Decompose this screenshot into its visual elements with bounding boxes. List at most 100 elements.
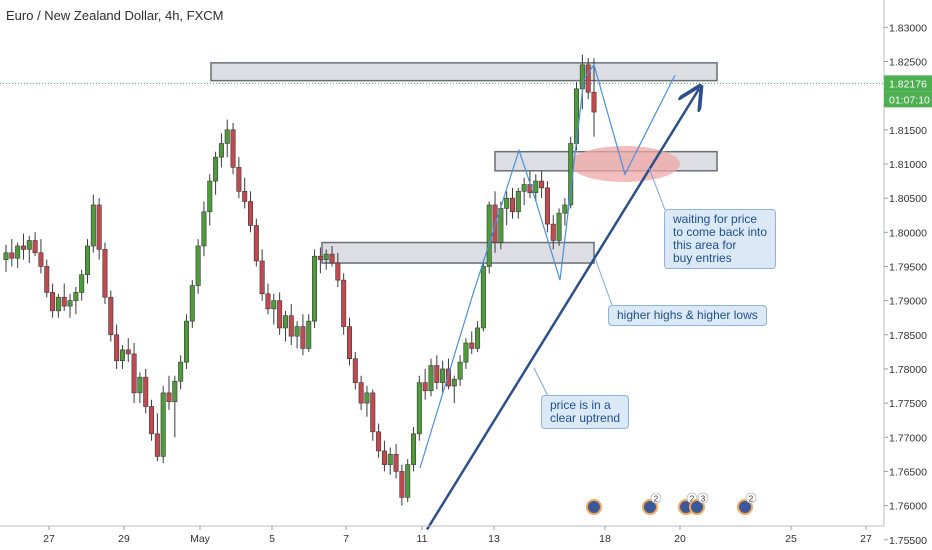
event-count-label: 2 xyxy=(749,495,754,504)
candle-up xyxy=(480,266,486,329)
candle-down xyxy=(108,296,114,336)
candle-up xyxy=(224,129,230,144)
candle-up xyxy=(189,285,195,322)
candle-up xyxy=(79,274,85,293)
candle-up xyxy=(312,255,318,322)
candle-down xyxy=(370,392,376,433)
event-count-badge xyxy=(697,492,709,504)
candle-down xyxy=(288,315,294,337)
y-tick-label: 1.80500 xyxy=(889,193,927,205)
candle-down xyxy=(329,253,335,264)
candle-up xyxy=(15,245,21,259)
y-tick-label: 1.78000 xyxy=(889,364,927,376)
candle-up xyxy=(463,342,469,363)
candle-up xyxy=(183,320,189,363)
event-count-badge xyxy=(650,492,662,504)
candle-up xyxy=(451,378,457,387)
event-flag-icon xyxy=(586,499,602,515)
callout-higher-highs: higher highs & higher lows xyxy=(608,305,767,326)
y-tick-label: 1.83000 xyxy=(889,22,927,34)
candle-down xyxy=(149,406,155,435)
candle-up xyxy=(521,184,527,192)
candle-down xyxy=(230,129,236,168)
candle-up xyxy=(411,433,417,465)
x-tick-label: 25 xyxy=(785,533,797,545)
pointer-line xyxy=(533,367,549,397)
candle-down xyxy=(44,266,50,293)
candle-down xyxy=(335,262,341,281)
candle-up xyxy=(294,326,300,337)
candle-down xyxy=(434,365,440,383)
candle-down xyxy=(341,279,347,327)
candle-up xyxy=(574,88,580,144)
event-count-badge xyxy=(745,492,757,504)
y-tick-label: 1.78500 xyxy=(889,330,927,342)
event-flag-icon xyxy=(689,499,705,515)
candle-down xyxy=(9,252,15,259)
countdown-label: 01:07:10 xyxy=(889,94,930,106)
candle-up xyxy=(504,197,510,209)
candle-up xyxy=(323,253,329,260)
candle-down xyxy=(469,342,475,349)
candle-up xyxy=(195,245,201,286)
candle-up xyxy=(428,365,434,392)
pointer-line xyxy=(594,257,613,306)
candle-up xyxy=(416,382,422,435)
candle-down xyxy=(585,64,591,93)
candle-up xyxy=(271,300,277,310)
candle-down xyxy=(32,240,38,254)
pointer-line xyxy=(648,167,666,211)
candle-up xyxy=(457,361,463,380)
candle-up xyxy=(26,240,32,250)
event-flag-icon xyxy=(642,499,658,515)
candle-down xyxy=(236,167,242,192)
candle-up xyxy=(486,204,492,267)
candle-down xyxy=(277,300,283,329)
candle-up xyxy=(562,204,568,214)
x-tick-label: 27 xyxy=(43,533,55,545)
zigzag-projection xyxy=(419,63,676,469)
y-tick-label: 1.79000 xyxy=(889,296,927,308)
candle-up xyxy=(579,64,585,90)
candle-up xyxy=(207,180,213,213)
candle-down xyxy=(399,471,405,498)
chart-title: Euro / New Zealand Dollar, 4h, FXCM xyxy=(6,8,224,23)
x-tick-label: May xyxy=(190,533,211,545)
candle-down xyxy=(114,334,120,362)
candle-down xyxy=(358,382,364,404)
candle-down xyxy=(38,252,44,267)
candle-down xyxy=(50,292,56,312)
candle-down xyxy=(248,201,254,226)
target-entry-area xyxy=(570,145,680,182)
candle-down xyxy=(300,326,306,349)
callout-uptrend: price is in a clear uptrend xyxy=(541,395,630,429)
y-tick-label: 1.80000 xyxy=(889,227,927,239)
candle-up xyxy=(218,143,224,158)
y-tick-label: 1.81500 xyxy=(889,125,927,137)
uptrend-line xyxy=(425,89,699,531)
candle-up xyxy=(178,361,184,382)
candle-up xyxy=(3,252,9,260)
resistance-zone xyxy=(210,62,718,82)
candle-down xyxy=(381,450,387,465)
candle-down xyxy=(96,204,102,250)
candle-down xyxy=(422,382,428,392)
candle-down xyxy=(352,358,358,383)
candle-up xyxy=(533,180,539,193)
candle-down xyxy=(346,326,352,359)
candle-up xyxy=(282,315,288,329)
candle-up xyxy=(137,376,143,394)
candle-up xyxy=(90,204,96,247)
candle-up xyxy=(387,454,393,465)
candle-up xyxy=(364,392,370,404)
support-zone-lower xyxy=(321,241,595,264)
countdown-tag xyxy=(884,91,932,108)
candle-down xyxy=(242,191,248,202)
y-tick-label: 1.76000 xyxy=(889,501,927,513)
candle-down xyxy=(550,223,556,241)
candle-down xyxy=(166,392,172,403)
candle-down xyxy=(61,296,67,307)
y-tick-label: 1.81000 xyxy=(889,159,927,171)
